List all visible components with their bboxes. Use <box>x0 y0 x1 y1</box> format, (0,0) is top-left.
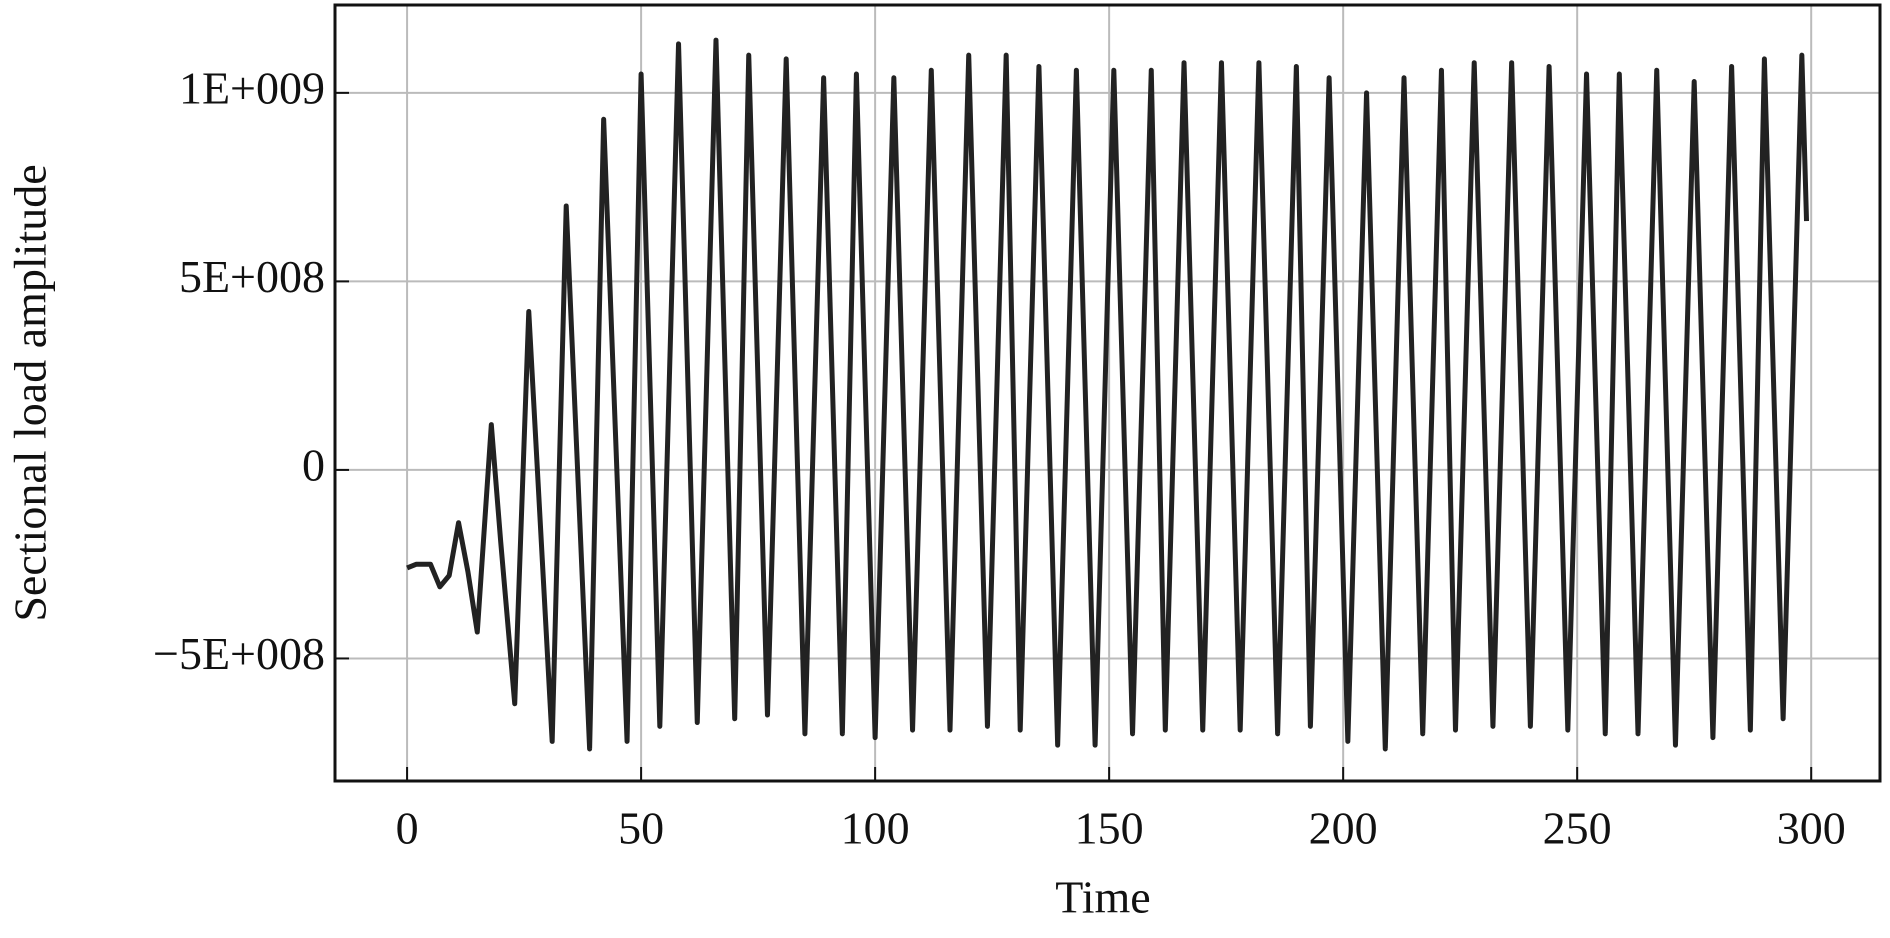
x-tick-label: 0 <box>396 803 419 854</box>
x-tick-label: 150 <box>1075 803 1144 854</box>
x-tick-label: 300 <box>1777 803 1846 854</box>
y-tick-label: 0 <box>302 439 325 490</box>
data-line <box>406 37 1810 752</box>
y-axis-label: Sectional load amplitude <box>5 164 56 621</box>
y-tick-label: −5E+008 <box>153 628 325 679</box>
y-tick-label: 1E+009 <box>179 62 325 113</box>
x-tick-label: 200 <box>1309 803 1378 854</box>
y-tick-label: 5E+008 <box>179 251 325 302</box>
x-axis-label: Time <box>1055 872 1150 923</box>
x-tick-label: 100 <box>841 803 910 854</box>
x-tick-label: 50 <box>618 803 664 854</box>
x-tick-label: 250 <box>1543 803 1612 854</box>
plot-frame <box>333 3 1882 783</box>
